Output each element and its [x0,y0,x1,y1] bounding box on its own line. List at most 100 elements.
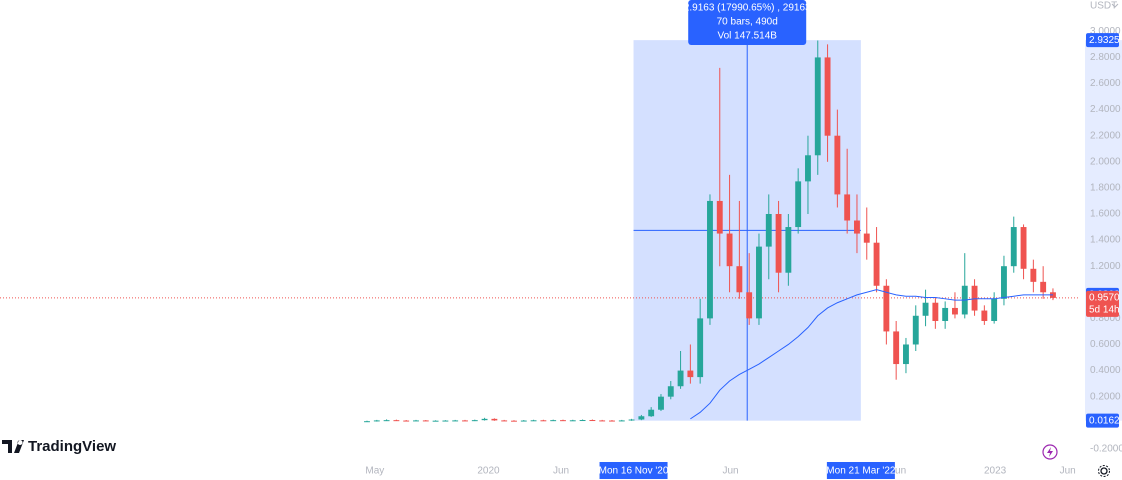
candle-body [442,420,449,422]
range-low-tag-box [1086,413,1119,428]
candle-body [991,298,998,321]
candle-body [491,418,498,421]
candle-body [589,420,596,422]
x-tick-label: 2020 [477,466,500,477]
candle-body [971,285,978,311]
candle-body [520,420,527,422]
candle-body [1040,281,1047,293]
candle-body [707,200,713,319]
currency-caret[interactable] [1111,3,1119,8]
y-tick-label: 2.6000 [1090,78,1121,89]
candle-body [432,420,439,422]
candle-body [873,242,880,286]
y-tick-label: 0.2000 [1090,391,1121,402]
candle-body [785,227,792,273]
measure-tooltip [688,0,807,45]
candle-body [403,420,410,422]
date-label: Mon 16 Nov '20 [599,466,669,477]
moving-average [690,289,1053,420]
candle-body [560,420,566,422]
axis-range-shade [1085,40,1122,421]
candle-body [383,420,390,422]
y-tick-label: 2.2000 [1090,130,1121,141]
candle-body [746,292,753,319]
x-tick-label: Jun [890,466,906,477]
settings-icon[interactable] [1098,465,1110,477]
currency-selector[interactable]: USDT [1090,1,1117,12]
y-tick-label: 2.0000 [1090,156,1121,167]
brand-name: TradingView [28,438,116,455]
candle-body [854,220,860,234]
brand-logo: TradingView [2,438,116,455]
y-tick-label: 1.4000 [1090,235,1121,246]
candle-body [364,421,370,423]
last-price-tag: 0.9570 [1089,293,1120,304]
date-label-box [599,462,668,479]
candle-body [413,420,419,422]
measure-tooltip-line: 70 bars, 490d [717,17,778,28]
candle-body [912,315,919,345]
candle-body [1010,227,1017,267]
logo-icon [2,440,24,453]
candle-body [1020,227,1027,269]
candle-body [805,155,811,182]
alert-icon[interactable] [1042,444,1058,460]
y-tick-label: 2.4000 [1090,104,1121,115]
candle-body [628,419,635,421]
y-tick-label: -0.2000 [1090,444,1122,455]
y-tick-label: 0.4000 [1090,365,1121,376]
candle-body [540,420,547,422]
y-tick-label: 1.6000 [1090,209,1121,220]
x-tick-label: Jun [722,466,738,477]
candle-body [932,302,939,321]
candle-body [903,344,909,365]
range-high-tag: 2.9325 [1089,35,1120,46]
date-label: Mon 21 Mar '22 [826,466,896,477]
candle-body [530,420,537,422]
y-tick-label: 0.8000 [1090,313,1121,324]
candle-body [452,420,459,422]
candle-body [1001,266,1007,299]
candle-body [658,396,664,410]
candle-body [501,420,508,422]
candle-body [677,370,684,387]
candle-body [511,420,517,422]
candle-body [775,213,782,273]
candle-body [638,416,645,420]
x-tick-label: Jun [553,466,569,477]
candle-body [697,318,704,378]
range-high-tag-box [1086,33,1119,48]
candle-body [736,266,743,293]
candle-body [569,420,576,422]
candle-body [952,307,958,315]
x-tick-label: Jun [1060,466,1076,477]
y-tick-label: 3.0000 [1090,26,1121,37]
range-low-tag: 0.0162 [1089,415,1120,426]
candle-body [579,420,586,422]
candle-body [756,246,762,319]
candle-body [716,200,723,234]
candle-body [393,420,400,422]
last-price-tag-box [1086,290,1119,317]
measure-tooltip-line: Vol 147.514B [717,31,777,42]
candle-body [687,370,694,378]
candle-body [922,302,929,316]
measure-tooltip-line: 2.9163 (17990.65%) , 29163 [684,3,811,14]
candle-body [648,409,655,417]
candle-body [373,420,380,422]
candle-body [893,331,900,365]
candle-body [422,420,429,422]
candle-body [726,233,733,267]
candle-body [599,420,606,422]
candle-body [550,420,557,422]
candle-body [462,420,468,422]
candle-body [883,285,890,332]
candle-body [481,418,488,421]
candle-body [814,57,821,156]
candle-body [618,420,625,422]
countdown: 5d 14h [1089,305,1120,316]
candle-body [863,233,870,243]
candle-body [844,194,851,221]
candle-body [667,386,674,397]
